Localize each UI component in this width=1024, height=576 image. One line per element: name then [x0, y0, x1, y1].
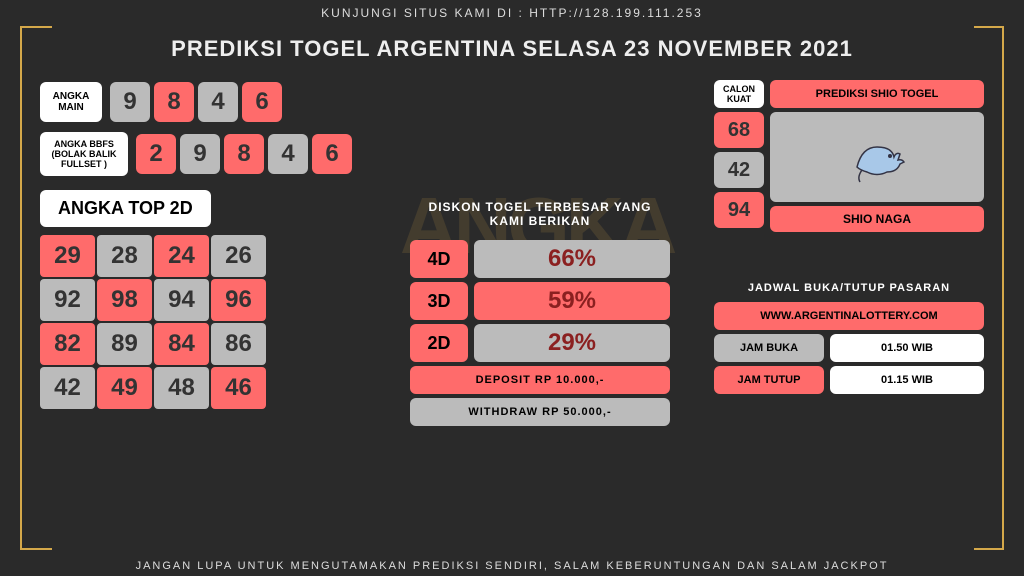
shio-name: SHIO NAGA — [770, 206, 984, 232]
top2d-label: ANGKA TOP 2D — [40, 190, 211, 227]
top2d-cell: 86 — [211, 323, 266, 365]
shio-head: PREDIKSI SHIO TOGEL — [770, 80, 984, 108]
top2d-cell: 42 — [40, 367, 95, 409]
number-ball: 8 — [224, 134, 264, 174]
schedule-site: WWW.ARGENTINALOTTERY.COM — [714, 302, 984, 330]
top2d-cell: 92 — [40, 279, 95, 321]
shio-col: PREDIKSI SHIO TOGEL SHIO NAGA — [770, 80, 984, 232]
top2d-cell: 94 — [154, 279, 209, 321]
top2d-cell: 26 — [211, 235, 266, 277]
discount-label: 2D — [410, 324, 468, 362]
top2d-cell: 98 — [97, 279, 152, 321]
schedule-section: JADWAL BUKA/TUTUP PASARAN WWW.ARGENTINAL… — [714, 282, 984, 394]
discount-section: DISKON TOGEL TERBESAR YANG KAMI BERIKAN … — [410, 200, 670, 426]
calon-number: 68 — [714, 112, 764, 148]
angka-bbfs-balls: 29846 — [134, 132, 354, 176]
top2d-cell: 28 — [97, 235, 152, 277]
discount-label: 3D — [410, 282, 468, 320]
top2d-cell: 49 — [97, 367, 152, 409]
number-ball: 8 — [154, 82, 194, 122]
number-ball: 6 — [242, 82, 282, 122]
right-top: CALON KUAT 68 42 94 PREDIKSI SHIO TOGEL SH… — [714, 80, 984, 232]
calon-number: 94 — [714, 192, 764, 228]
shio-image — [770, 112, 984, 202]
content: ANGKA MAIN 9846 ANGKA BBFS (BOLAK BALIK … — [40, 80, 984, 546]
bottom-notice: JANGAN LUPA UNTUK MENGUTAMAKAN PREDIKSI … — [0, 560, 1024, 572]
discount-value: 66% — [474, 240, 670, 278]
schedule-value: 01.50 WIB — [830, 334, 984, 362]
discount-value: 29% — [474, 324, 670, 362]
number-ball: 4 — [198, 82, 238, 122]
schedule-label: JAM TUTUP — [714, 366, 824, 394]
discount-row: 4D66% — [410, 240, 670, 278]
top2d-cell: 46 — [211, 367, 266, 409]
calon-number: 42 — [714, 152, 764, 188]
number-ball: 9 — [110, 82, 150, 122]
number-ball: 9 — [180, 134, 220, 174]
dragon-icon — [842, 122, 912, 192]
top2d-cell: 82 — [40, 323, 95, 365]
discount-label: 4D — [410, 240, 468, 278]
calon-col: CALON KUAT 68 42 94 — [714, 80, 764, 232]
angka-bbfs-label: ANGKA BBFS (BOLAK BALIK FULLSET ) — [40, 132, 128, 176]
discount-row: 2D29% — [410, 324, 670, 362]
schedule-label: JAM BUKA — [714, 334, 824, 362]
number-ball: 4 — [268, 134, 308, 174]
top-notice: KUNJUNGI SITUS KAMI DI : HTTP://128.199.… — [0, 0, 1024, 26]
discount-head: DISKON TOGEL TERBESAR YANG KAMI BERIKAN — [410, 200, 670, 228]
angka-main-label: ANGKA MAIN — [40, 82, 102, 122]
top2d-cell: 89 — [97, 323, 152, 365]
number-ball: 6 — [312, 134, 352, 174]
withdraw-row: WITHDRAW RP 50.000,- — [410, 398, 670, 426]
discount-value: 59% — [474, 282, 670, 320]
deposit-row: DEPOSIT RP 10.000,- — [410, 366, 670, 394]
top2d-cell: 96 — [211, 279, 266, 321]
schedule-head: JADWAL BUKA/TUTUP PASARAN — [714, 282, 984, 294]
top2d-cell: 84 — [154, 323, 209, 365]
schedule-value: 01.15 WIB — [830, 366, 984, 394]
top2d-cell: 48 — [154, 367, 209, 409]
top2d-cell: 24 — [154, 235, 209, 277]
top2d-cell: 29 — [40, 235, 95, 277]
schedule-row: JAM BUKA01.50 WIB — [714, 334, 984, 362]
calon-label: CALON KUAT — [714, 80, 764, 108]
schedule-row: JAM TUTUP01.15 WIB — [714, 366, 984, 394]
number-ball: 2 — [136, 134, 176, 174]
discount-row: 3D59% — [410, 282, 670, 320]
angka-main-balls: 9846 — [108, 80, 284, 124]
right-column: CALON KUAT 68 42 94 PREDIKSI SHIO TOGEL SH… — [714, 80, 984, 398]
